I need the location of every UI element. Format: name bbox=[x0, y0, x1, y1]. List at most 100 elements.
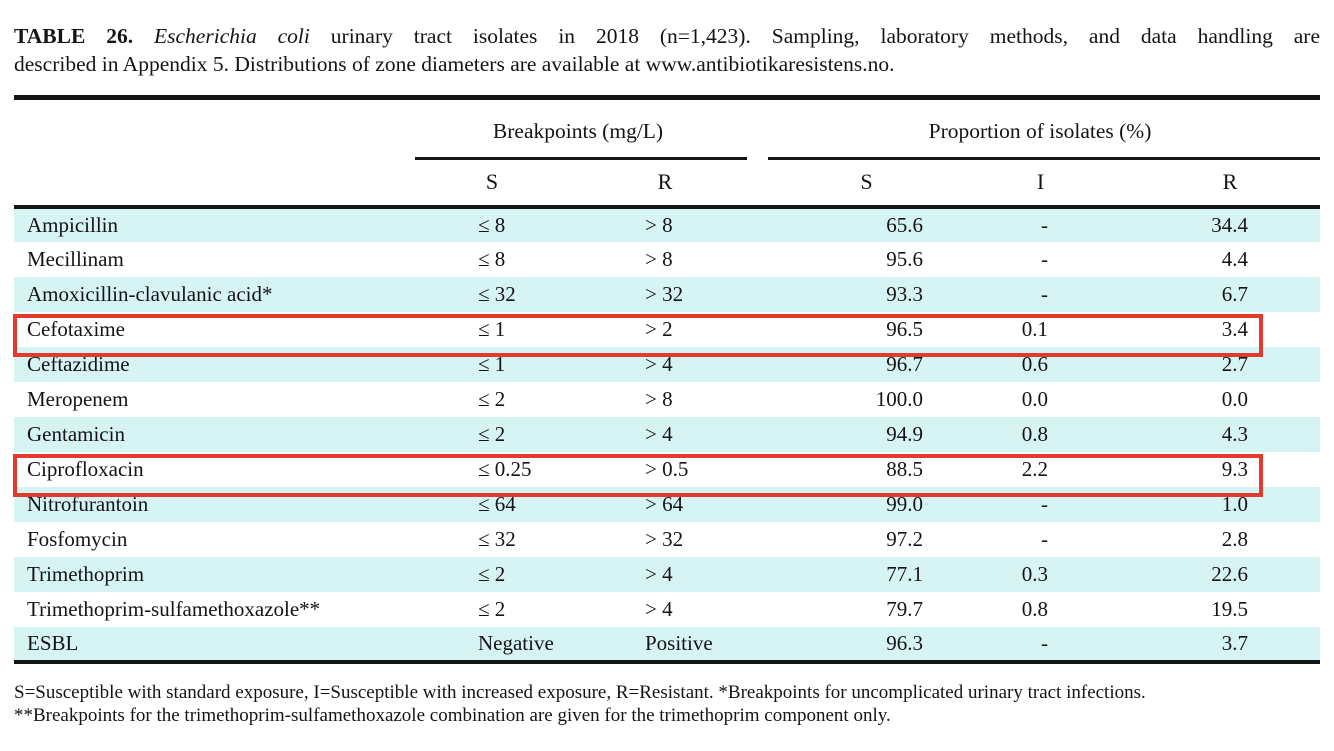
proportion-i-value: 0.6 bbox=[1021, 351, 1048, 376]
breakpoints-underline bbox=[415, 156, 747, 160]
breakpoint-s-value: ≤ 8 bbox=[478, 212, 506, 237]
proportion-i-value: - bbox=[1041, 212, 1048, 237]
sub-header-row: S R S I R bbox=[14, 160, 1320, 207]
footnote-line-2: **Breakpoints for the trimethoprim-sulfa… bbox=[14, 705, 891, 726]
antimicrobial-name: Trimethoprim bbox=[27, 561, 145, 586]
proportion-r-value: 22.6 bbox=[1211, 561, 1249, 586]
antimicrobial-name: Ciprofloxacin bbox=[27, 456, 144, 481]
proportion-r-value: 6.7 bbox=[1221, 281, 1249, 306]
proportion-s-value: 93.3 bbox=[886, 281, 923, 306]
proportion-r-value: 9.3 bbox=[1221, 456, 1249, 481]
empty-header-cell bbox=[14, 160, 396, 207]
proportion-i-value: - bbox=[1041, 630, 1048, 655]
proportion-s-value: 97.2 bbox=[886, 526, 923, 551]
table-row-highlighted: Ciprofloxacin ≤ 0.25 > 0.5 88.5 2.2 9.3 bbox=[14, 452, 1320, 487]
table-row: Amoxicillin-clavulanic acid* ≤ 32 > 32 9… bbox=[14, 276, 1321, 312]
breakpoint-s-value: ≤ 64 bbox=[478, 491, 516, 516]
results-table: Breakpoints (mg/L) Proportion of isolate… bbox=[14, 95, 1321, 664]
table-row: Mecillinam ≤ 8 > 8 95.6 - 4.4 bbox=[14, 242, 1320, 277]
antimicrobial-name: Gentamicin bbox=[27, 421, 125, 446]
breakpoint-s-value: ≤ 2 bbox=[478, 596, 506, 621]
table-row: Fosfomycin ≤ 32 > 32 97.2 - 2.8 bbox=[14, 522, 1320, 557]
proportion-r-value: 1.0 bbox=[1221, 491, 1249, 516]
antimicrobial-name: Ampicillin bbox=[27, 212, 118, 237]
breakpoint-r-value: Positive bbox=[645, 630, 713, 655]
antimicrobial-name: Trimethoprim-sulfamethoxazole** bbox=[27, 596, 321, 621]
antimicrobial-name: Nitrofurantoin bbox=[27, 491, 149, 516]
antibiotic-susceptibility-table: Breakpoints (mg/L) Proportion of isolate… bbox=[14, 95, 1321, 664]
antimicrobial-name: Fosfomycin bbox=[27, 526, 128, 551]
proportion-s-value: 95.6 bbox=[886, 246, 923, 271]
breakpoint-s-value: ≤ 8 bbox=[478, 246, 506, 271]
table-body: Ampicillin ≤ 8 > 8 65.6 - 34.4 Mecillina… bbox=[14, 206, 1321, 662]
proportion-s-value: 99.0 bbox=[886, 491, 923, 516]
breakpoint-r-value: > 8 bbox=[645, 212, 673, 237]
breakpoint-r-value: > 32 bbox=[645, 281, 684, 306]
breakpoint-r-value: > 4 bbox=[645, 596, 673, 621]
col-header-breakpoint-s: S bbox=[485, 169, 499, 194]
table-footnotes: S=Susceptible with standard exposure, I=… bbox=[14, 681, 1320, 727]
proportion-i-value: - bbox=[1041, 491, 1048, 516]
proportion-group-label: Proportion of isolates (%) bbox=[928, 118, 1152, 143]
col-header-proportion-s: S bbox=[860, 169, 873, 194]
table-row: Ampicillin ≤ 8 > 8 65.6 - 34.4 bbox=[14, 206, 1321, 242]
table-row: ESBL Negative Positive 96.3 - 3.7 bbox=[14, 626, 1321, 662]
breakpoint-s-value: ≤ 32 bbox=[478, 281, 516, 306]
antimicrobial-name: Cefotaxime bbox=[27, 316, 125, 341]
caption-text: urinary tract isolates in 2018 (n=1,423)… bbox=[330, 24, 1320, 48]
proportion-group-header: Proportion of isolates (%) bbox=[760, 98, 1321, 160]
breakpoint-s-value: ≤ 0.25 bbox=[478, 456, 532, 481]
caption-line-1: TABLE 26. Escherichia coli urinary tract… bbox=[14, 22, 1320, 50]
proportion-i-value: - bbox=[1041, 246, 1048, 271]
antimicrobial-name: ESBL bbox=[27, 630, 79, 655]
caption-organism: Escherichia coli bbox=[154, 24, 310, 48]
breakpoint-r-value: > 8 bbox=[645, 246, 673, 271]
antimicrobial-name: Meropenem bbox=[27, 386, 129, 411]
proportion-s-value: 79.7 bbox=[886, 596, 923, 621]
breakpoint-r-value: > 4 bbox=[645, 421, 673, 446]
breakpoints-group-header: Breakpoints (mg/L) bbox=[396, 98, 760, 160]
proportion-i-value: - bbox=[1041, 526, 1048, 551]
proportion-s-value: 94.9 bbox=[886, 421, 923, 446]
table-row: Trimethoprim-sulfamethoxazole** ≤ 2 > 4 … bbox=[14, 592, 1320, 627]
proportion-s-value: 96.7 bbox=[886, 351, 923, 376]
breakpoint-s-value: ≤ 1 bbox=[478, 351, 506, 376]
breakpoint-r-value: > 8 bbox=[645, 386, 673, 411]
table-header: Breakpoints (mg/L) Proportion of isolate… bbox=[14, 98, 1321, 207]
proportion-s-value: 100.0 bbox=[875, 386, 923, 411]
table-row: Ceftazidime ≤ 1 > 4 96.7 0.6 2.7 bbox=[14, 346, 1321, 382]
table-row: Gentamicin ≤ 2 > 4 94.9 0.8 4.3 bbox=[14, 416, 1321, 452]
proportion-s-value: 96.3 bbox=[886, 630, 923, 655]
table-row: Nitrofurantoin ≤ 64 > 64 99.0 - 1.0 bbox=[14, 486, 1321, 522]
proportion-i-value: 0.0 bbox=[1021, 386, 1048, 411]
breakpoint-s-value: ≤ 2 bbox=[478, 421, 506, 446]
proportion-r-value: 2.7 bbox=[1221, 351, 1249, 376]
proportion-r-value: 3.7 bbox=[1221, 630, 1249, 655]
breakpoint-r-value: > 4 bbox=[645, 561, 673, 586]
proportion-r-value: 2.8 bbox=[1221, 526, 1249, 551]
proportion-i-value: 2.2 bbox=[1021, 456, 1048, 481]
proportion-r-value: 19.5 bbox=[1211, 596, 1249, 621]
breakpoint-r-value: > 2 bbox=[645, 316, 673, 341]
proportion-i-value: - bbox=[1041, 281, 1048, 306]
proportion-s-value: 65.6 bbox=[886, 212, 923, 237]
table-row: Meropenem ≤ 2 > 8 100.0 0.0 0.0 bbox=[14, 382, 1320, 417]
breakpoint-s-value: ≤ 1 bbox=[478, 316, 506, 341]
proportion-r-value: 4.4 bbox=[1221, 246, 1249, 271]
empty-header-cell bbox=[14, 98, 396, 160]
proportion-underline bbox=[768, 156, 1321, 160]
breakpoint-r-value: > 64 bbox=[645, 491, 684, 516]
breakpoints-group-label: Breakpoints (mg/L) bbox=[492, 118, 664, 143]
breakpoint-r-value: > 32 bbox=[645, 526, 684, 551]
caption-table-number: TABLE 26. bbox=[14, 24, 134, 48]
table-row: Trimethoprim ≤ 2 > 4 77.1 0.3 22.6 bbox=[14, 556, 1321, 592]
proportion-i-value: 0.1 bbox=[1021, 316, 1048, 341]
group-header-row: Breakpoints (mg/L) Proportion of isolate… bbox=[14, 98, 1321, 160]
caption-line-2: described in Appendix 5. Distributions o… bbox=[14, 52, 895, 76]
col-header-proportion-r: R bbox=[1222, 169, 1238, 194]
antimicrobial-name: Mecillinam bbox=[27, 246, 124, 271]
proportion-r-value: 4.3 bbox=[1221, 421, 1249, 446]
breakpoint-r-value: > 0.5 bbox=[645, 456, 689, 481]
antimicrobial-name: Ceftazidime bbox=[27, 351, 130, 376]
